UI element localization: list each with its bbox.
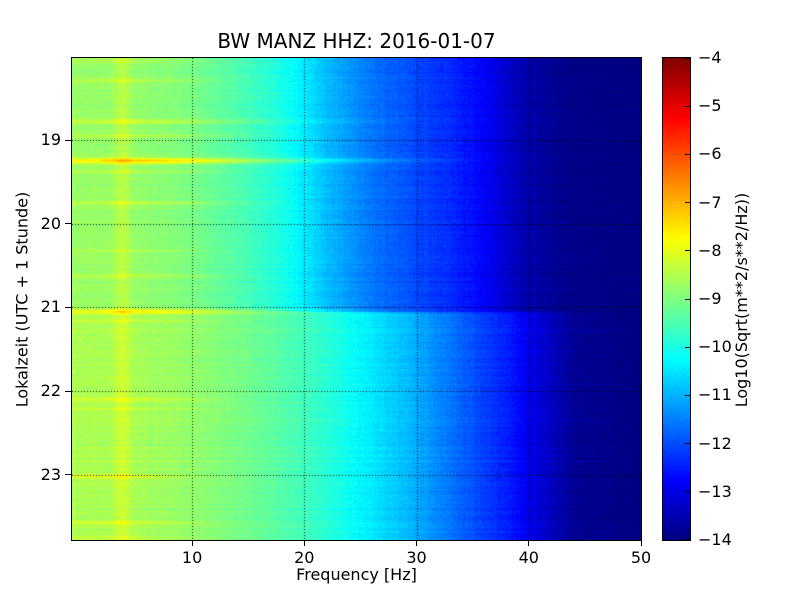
colorbar-tick-label: −11 xyxy=(698,385,732,405)
x-tick-label: 40 xyxy=(518,548,539,567)
y-tick-label: 20 xyxy=(40,213,61,233)
x-tick-mark xyxy=(303,541,305,546)
y-tick-mark xyxy=(65,390,71,392)
colorbar-tick-mark xyxy=(685,491,690,493)
x-tick-label: 20 xyxy=(294,548,315,567)
colorbar-tick-label: −8 xyxy=(698,240,722,260)
y-tick-label: 22 xyxy=(40,381,61,401)
colorbar-tick-mark xyxy=(685,394,690,396)
x-tick-label: 50 xyxy=(630,548,652,567)
colorbar-tick-label: −9 xyxy=(698,289,722,308)
colorbar-tick-label: −6 xyxy=(698,144,722,164)
y-tick-mark xyxy=(65,139,71,141)
spectrogram-canvas xyxy=(72,58,641,540)
colorbar-tick-mark xyxy=(685,57,690,59)
x-tick-mark xyxy=(640,541,642,546)
colorbar-tick-label: −10 xyxy=(698,337,732,357)
plot-title: BW MANZ HHZ: 2016-01-07 xyxy=(217,29,496,53)
colorbar-tick-mark xyxy=(685,346,690,348)
colorbar-tick-label: −4 xyxy=(698,48,722,67)
colorbar-tick-label: −14 xyxy=(698,530,732,549)
y-tick-label: 19 xyxy=(40,130,61,149)
colorbar-tick-label: −7 xyxy=(698,192,722,212)
colorbar-tick-label: −13 xyxy=(698,481,732,501)
x-tick-mark xyxy=(191,541,193,546)
y-tick-label: 21 xyxy=(40,297,61,317)
x-axis-label: Frequency [Hz] xyxy=(296,565,417,584)
colorbar-tick-label: −12 xyxy=(698,433,732,453)
colorbar-tick-mark xyxy=(685,298,690,300)
x-tick-mark xyxy=(416,541,418,546)
colorbar-tick-mark xyxy=(685,202,690,204)
x-tick-label: 30 xyxy=(406,548,427,567)
plot-area xyxy=(71,57,642,541)
colorbar-tick-label: −5 xyxy=(698,96,722,116)
colorbar-label: Log10(Sqrt(m**2/s**2/Hz)) xyxy=(732,192,751,408)
y-tick-mark xyxy=(65,474,71,476)
colorbar-tick-mark xyxy=(685,105,690,107)
colorbar-tick-mark xyxy=(685,153,690,155)
colorbar-tick-mark xyxy=(685,250,690,252)
colorbar-tick-mark xyxy=(685,538,690,540)
y-tick-mark xyxy=(65,306,71,308)
y-tick-mark xyxy=(65,223,71,225)
x-tick-label: 10 xyxy=(181,548,203,567)
y-tick-label: 23 xyxy=(40,464,61,484)
colorbar-tick-mark xyxy=(685,443,690,445)
x-tick-mark xyxy=(528,541,530,546)
